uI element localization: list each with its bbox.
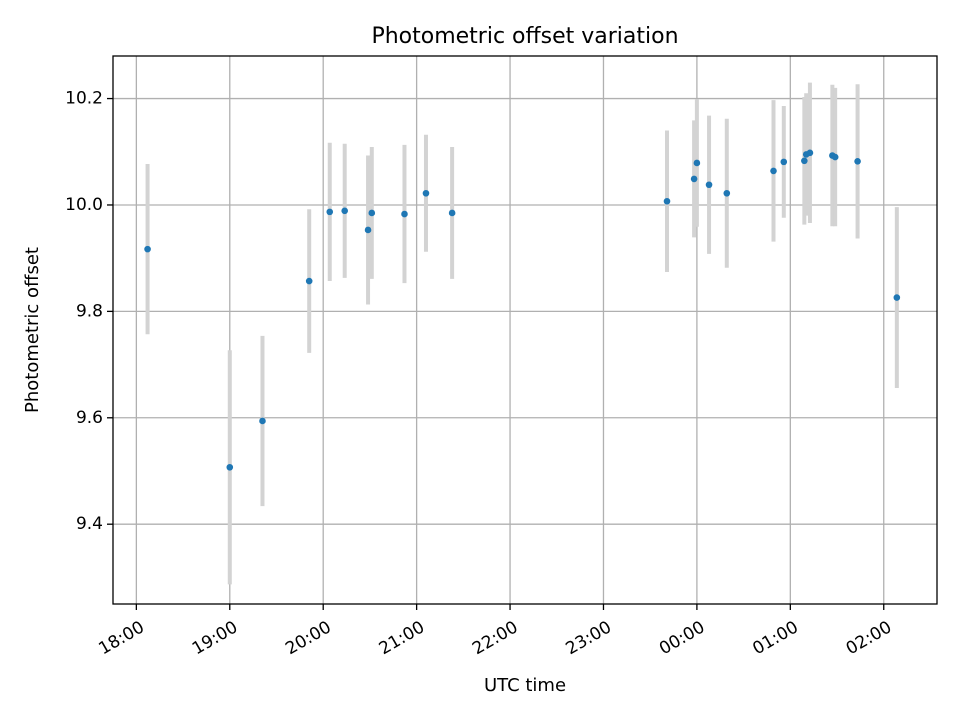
data-point (368, 209, 376, 217)
data-point (305, 277, 313, 285)
x-tick-label: 20:00 (282, 617, 334, 659)
x-tick-label: 21:00 (376, 617, 428, 659)
data-point (401, 210, 408, 218)
data-point (801, 157, 808, 165)
data-point (326, 208, 334, 216)
data-point (806, 149, 814, 157)
data-point (364, 226, 372, 234)
data-point (422, 189, 430, 197)
x-tick-label: 23:00 (563, 617, 615, 659)
x-tick-label: 18:00 (95, 617, 147, 659)
data-point (341, 207, 348, 215)
data-point (693, 159, 701, 167)
data-point (854, 158, 861, 165)
data-point (259, 417, 266, 425)
x-tick-label: 22:00 (469, 617, 521, 659)
y-tick-label: 10.0 (65, 195, 103, 215)
y-axis-ticks: 9.4 9.6 9.8 10.0 10.2 (65, 89, 113, 534)
y-axis-label: Photometric offset (22, 247, 43, 413)
plot-frame (112, 55, 938, 605)
data-point (893, 294, 901, 301)
data-point (690, 175, 698, 183)
x-tick-label: 01:00 (749, 617, 801, 659)
data-point (226, 463, 234, 471)
x-tick-label: 00:00 (656, 617, 708, 659)
y-tick-label: 9.8 (76, 301, 103, 321)
data-points (144, 149, 901, 471)
data-point (705, 181, 713, 189)
data-point (144, 245, 151, 253)
data-point (723, 189, 731, 197)
x-tick-label: 02:00 (843, 617, 895, 659)
data-point (770, 167, 777, 175)
grid (113, 56, 937, 604)
x-axis-ticks: 18:00 19:00 20:00 21:00 22:00 23:00 00:00 01:00… (95, 604, 895, 659)
y-tick-label: 9.4 (76, 514, 103, 534)
data-point (663, 197, 671, 205)
x-tick-label: 19:00 (189, 617, 241, 659)
data-point (831, 153, 839, 161)
chart-title: Photometric offset variation (371, 24, 678, 49)
error-bars (145, 82, 899, 585)
data-point (780, 158, 788, 166)
x-axis-label: UTC time (484, 675, 566, 696)
y-tick-label: 9.6 (76, 408, 103, 428)
y-tick-label: 10.2 (65, 89, 103, 109)
data-point (448, 209, 456, 217)
